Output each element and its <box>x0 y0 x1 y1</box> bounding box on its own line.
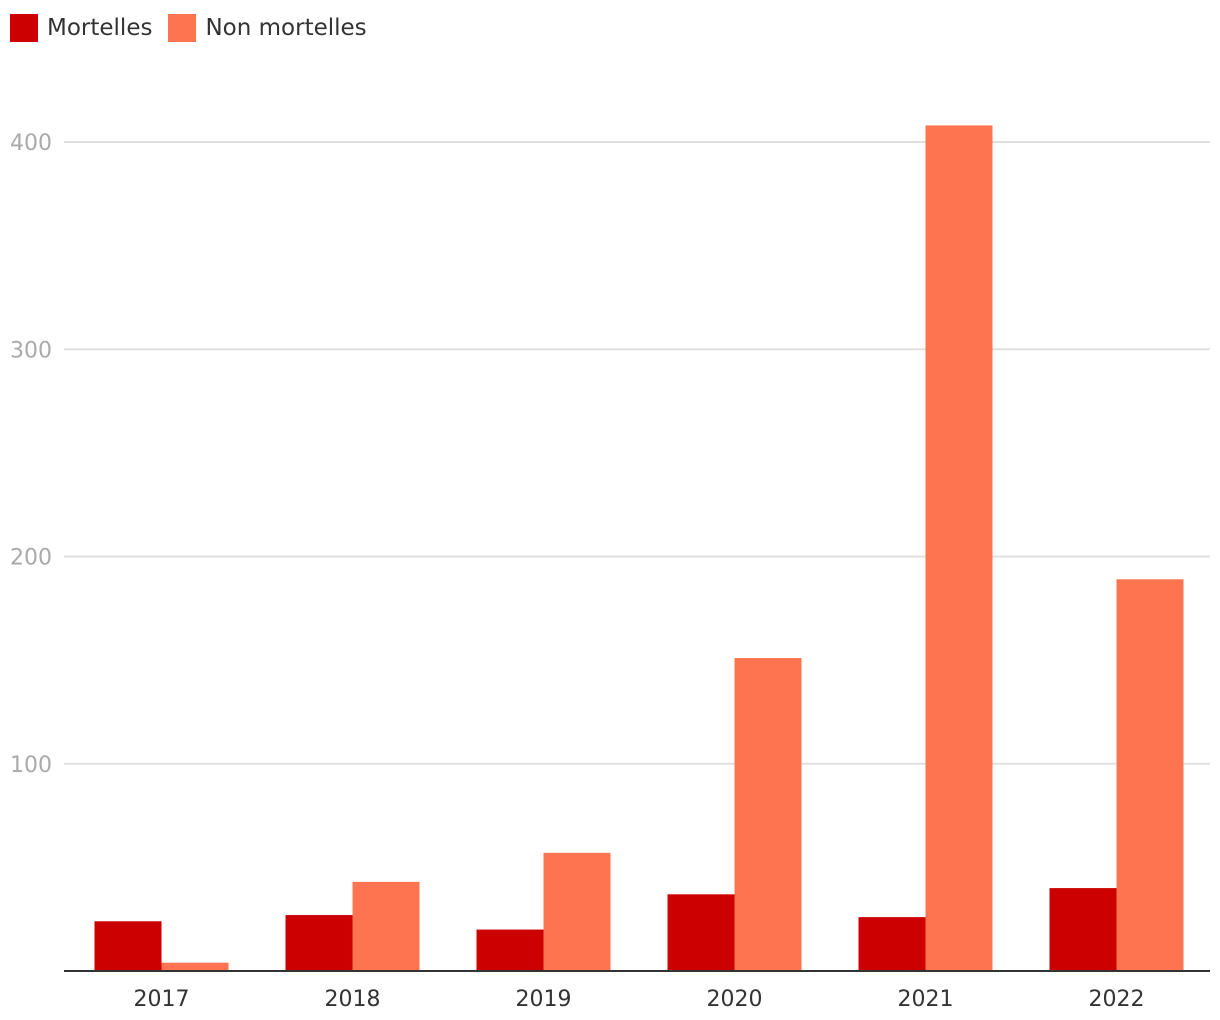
y-axis-ticks: 100 200 300 400 <box>10 131 52 778</box>
y-tick-label-400: 400 <box>10 131 52 156</box>
x-tick-label-2021: 2021 <box>898 987 954 1012</box>
x-axis-ticks: 2017 2018 2019 2020 2021 2022 <box>134 987 1145 1012</box>
x-tick-label-2018: 2018 <box>325 987 381 1012</box>
bar-mortelles-2021[interactable] <box>858 917 926 971</box>
x-tick-label-2019: 2019 <box>516 987 572 1012</box>
bar-non-mortelles-2020[interactable] <box>734 658 802 971</box>
bar-non-mortelles-2021[interactable] <box>925 125 993 972</box>
bar-mortelles-2019[interactable] <box>476 929 544 971</box>
bar-mortelles-2018[interactable] <box>285 915 353 971</box>
gridlines <box>64 141 1210 765</box>
legend-item-mortelles[interactable]: Mortelles <box>10 14 152 42</box>
x-tick-label-2022: 2022 <box>1089 987 1145 1012</box>
bar-mortelles-2022[interactable] <box>1049 888 1117 971</box>
legend-label-mortelles: Mortelles <box>47 15 153 41</box>
x-tick-label-2020: 2020 <box>707 987 763 1012</box>
y-tick-label-200: 200 <box>10 546 52 571</box>
legend-item-non-mortelles[interactable]: Non mortelles <box>168 14 367 42</box>
x-tick-label-2017: 2017 <box>134 987 190 1012</box>
bar-mortelles-2017[interactable] <box>94 921 162 971</box>
legend-swatch-non-mortelles <box>168 14 197 42</box>
bar-non-mortelles-2017[interactable] <box>161 962 229 971</box>
bar-non-mortelles-2022[interactable] <box>1116 579 1184 971</box>
legend-swatch-mortelles <box>10 14 38 42</box>
y-tick-label-300: 300 <box>10 338 52 363</box>
bar-non-mortelles-2019[interactable] <box>543 852 611 971</box>
bar-mortelles-2020[interactable] <box>667 894 735 971</box>
legend: Mortelles Non mortelles <box>10 14 367 42</box>
legend-label-non-mortelles: Non mortelles <box>205 15 367 41</box>
bar-non-mortelles-2018[interactable] <box>352 881 420 971</box>
bars <box>94 125 1184 972</box>
y-tick-label-100: 100 <box>10 753 52 778</box>
